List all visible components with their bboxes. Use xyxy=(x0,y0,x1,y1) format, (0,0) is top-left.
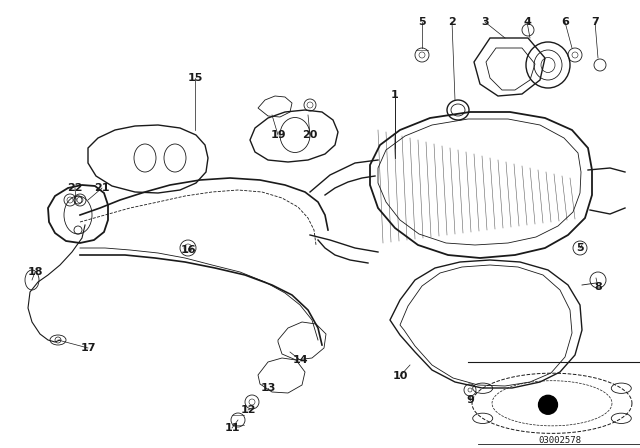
Text: 14: 14 xyxy=(292,355,308,365)
Text: 4: 4 xyxy=(523,17,531,27)
Text: 21: 21 xyxy=(94,183,109,193)
Text: 17: 17 xyxy=(80,343,96,353)
Text: 20: 20 xyxy=(302,130,317,140)
Circle shape xyxy=(538,395,557,414)
Text: 7: 7 xyxy=(591,17,599,27)
Text: 18: 18 xyxy=(28,267,43,277)
Text: 19: 19 xyxy=(270,130,286,140)
Text: 9: 9 xyxy=(466,395,474,405)
Text: 1: 1 xyxy=(391,90,399,100)
Text: 6: 6 xyxy=(561,17,569,27)
Text: 12: 12 xyxy=(240,405,256,415)
Text: 2: 2 xyxy=(448,17,456,27)
Text: 16: 16 xyxy=(180,245,196,255)
Text: 15: 15 xyxy=(188,73,203,83)
Text: 5: 5 xyxy=(576,243,584,253)
Text: 10: 10 xyxy=(392,371,408,381)
Text: 8: 8 xyxy=(594,282,602,292)
Text: 3: 3 xyxy=(481,17,489,27)
Text: 22: 22 xyxy=(67,183,83,193)
Text: 11: 11 xyxy=(224,423,240,433)
Text: 5: 5 xyxy=(418,17,426,27)
Text: 03002578: 03002578 xyxy=(538,435,582,444)
Text: 13: 13 xyxy=(260,383,276,393)
